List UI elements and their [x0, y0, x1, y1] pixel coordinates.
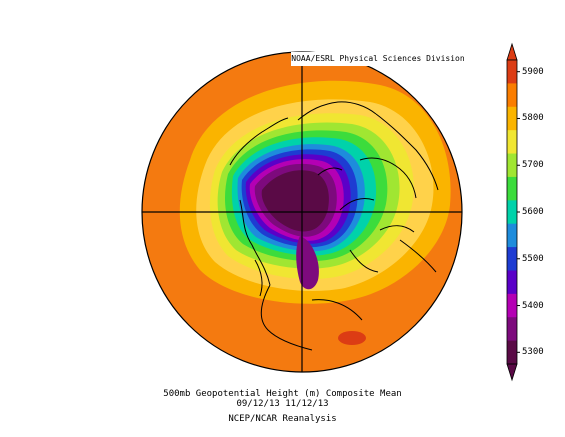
- colorbar-segment: [507, 247, 517, 271]
- caption-dates: 09/12/13 11/12/13: [236, 399, 329, 409]
- colorbar-top-arrow: [506, 42, 518, 61]
- contour-5900-spot: [338, 331, 366, 345]
- colorbar-bottom-arrow: [506, 363, 518, 382]
- colorbar-segment: [507, 340, 517, 365]
- colorbar-tick-label: 5800: [522, 113, 544, 124]
- colorbar-segment: [507, 83, 517, 108]
- credit-label: NOAA/ESRL Physical Sciences Division: [291, 52, 465, 66]
- colorbar-tick-label: 5500: [522, 253, 544, 264]
- colorbar-tick-label: 5700: [522, 160, 544, 171]
- colorbar-segment: [507, 317, 517, 342]
- caption-source: NCEP/NCAR Reanalysis: [228, 414, 337, 424]
- height-field: [142, 52, 462, 372]
- colorbar-segment: [507, 106, 517, 131]
- colorbar: [506, 42, 520, 382]
- colorbar-segment: [507, 200, 517, 225]
- colorbar-segment: [507, 153, 517, 178]
- colorbar-tick-label: 5400: [522, 300, 544, 311]
- colorbar-segment: [507, 176, 517, 201]
- colorbar-segment: [507, 130, 517, 155]
- colorbar-tick-label: 5900: [522, 66, 544, 77]
- colorbar-segment: [507, 270, 517, 295]
- colorbar-segment: [507, 60, 517, 84]
- colorbar-tick-label: 5600: [522, 207, 544, 217]
- colorbar-segment: [507, 293, 517, 318]
- contour-5300: [261, 170, 329, 232]
- caption-title: 500mb Geopotential Height (m) Composite …: [163, 389, 402, 399]
- colorbar-segment: [507, 223, 517, 248]
- coastlines: [229, 101, 439, 351]
- colorbar-tick-label: 5300: [522, 347, 544, 358]
